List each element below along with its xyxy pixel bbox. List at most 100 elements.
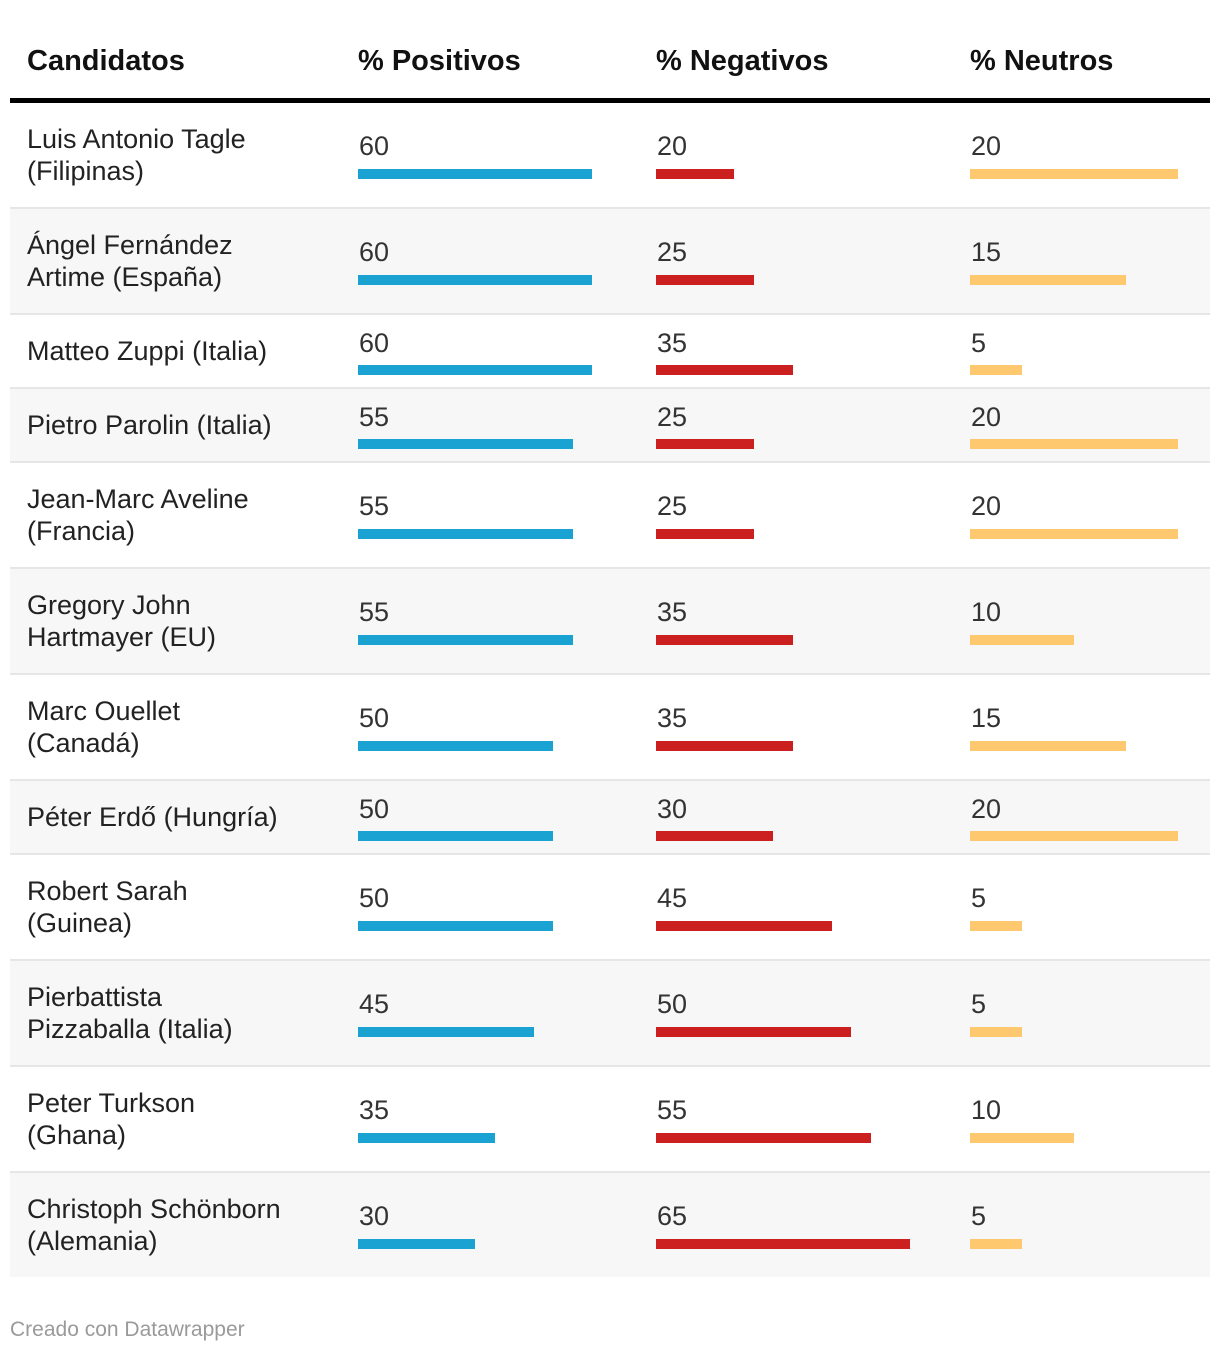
negativos-value: 55: [657, 1095, 688, 1125]
positivos-value: 55: [359, 491, 390, 521]
negativos-value: 35: [657, 703, 688, 733]
table-row: Luis Antonio Tagle (Filipinas) 60 20 20: [10, 103, 1210, 209]
table-row: Pietro Parolin (Italia) 55 25 20: [10, 389, 1210, 463]
negativos-value: 45: [657, 883, 688, 913]
candidate-name: Pierbattista Pizzaballa (Italia): [27, 981, 347, 1045]
negativos-value: 50: [657, 989, 688, 1019]
candidate-name: Gregory John Hartmayer (EU): [27, 589, 347, 653]
positivos-value: 55: [359, 597, 390, 627]
table-row: Christoph Schönborn (Alemania) 30 65 5: [10, 1173, 1210, 1277]
negativos-bar: [656, 741, 793, 751]
positivos-bar: [358, 529, 573, 539]
positivos-bar: [358, 169, 592, 179]
negativos-bar: [656, 275, 754, 285]
neutros-bar: [970, 1133, 1074, 1143]
negativos-bar: [656, 831, 773, 841]
negativos-bar: [656, 1133, 871, 1143]
candidate-name-line: (Canadá): [27, 728, 140, 758]
negativos-bar: [656, 529, 754, 539]
candidate-name-line: Péter Erdő (Hungría): [27, 802, 278, 832]
positivos-value: 50: [359, 883, 390, 913]
candidate-name: Luis Antonio Tagle (Filipinas): [27, 123, 347, 187]
positivos-bar: [358, 275, 592, 285]
negativos-bar: [656, 439, 754, 449]
positivos-value: 50: [359, 794, 390, 824]
negativos-value: 35: [657, 328, 688, 358]
candidate-name-line: Artime (España): [27, 262, 223, 292]
candidate-name-line: Robert Sarah: [27, 876, 188, 906]
candidate-name-line: Pierbattista: [27, 982, 163, 1012]
positivos-bar: [358, 921, 553, 931]
neutros-value: 10: [971, 597, 1002, 627]
neutros-value: 15: [971, 237, 1002, 267]
candidate-name-line: Christoph Schönborn: [27, 1194, 281, 1224]
negativos-value: 25: [657, 491, 688, 521]
neutros-value: 20: [971, 402, 1002, 432]
positivos-value: 45: [359, 989, 390, 1019]
positivos-bar: [358, 831, 553, 841]
credit-footer[interactable]: Creado con Datawrapper: [10, 1318, 245, 1341]
neutros-value: 5: [971, 989, 987, 1019]
candidate-name-line: Pizzaballa (Italia): [27, 1014, 233, 1044]
candidate-name: Robert Sarah (Guinea): [27, 875, 347, 939]
candidate-name-line: (Francia): [27, 516, 136, 546]
positivos-value: 50: [359, 703, 390, 733]
negativos-bar: [656, 921, 832, 931]
table-row: Gregory John Hartmayer (EU) 55 35 10: [10, 569, 1210, 675]
neutros-value: 20: [971, 491, 1002, 521]
candidate-name-line: (Filipinas): [27, 156, 145, 186]
candidate-name-line: Luis Antonio Tagle: [27, 124, 246, 154]
candidate-name-line: Peter Turkson: [27, 1088, 196, 1118]
positivos-bar: [358, 1133, 495, 1143]
neutros-value: 20: [971, 794, 1002, 824]
positivos-value: 60: [359, 328, 390, 358]
candidate-name: Matteo Zuppi (Italia): [27, 335, 347, 367]
candidate-name: Péter Erdő (Hungría): [27, 801, 347, 833]
negativos-value: 25: [657, 402, 688, 432]
candidate-name-line: (Ghana): [27, 1120, 127, 1150]
negativos-bar: [656, 1239, 910, 1249]
neutros-bar: [970, 635, 1074, 645]
negativos-bar: [656, 635, 793, 645]
negativos-value: 30: [657, 794, 688, 824]
neutros-value: 5: [971, 883, 987, 913]
candidate-name-line: Marc Ouellet: [27, 696, 181, 726]
neutros-bar: [970, 741, 1126, 751]
header-positivos[interactable]: % Positivos: [358, 45, 521, 77]
header-neutros[interactable]: % Neutros: [970, 45, 1114, 77]
results-table: Candidatos % Positivos % Negativos % Neu…: [10, 0, 1210, 1277]
table-row: Marc Ouellet (Canadá) 50 35 15: [10, 675, 1210, 781]
table-row: Ángel Fernández Artime (España) 60 25 15: [10, 209, 1210, 315]
negativos-value: 25: [657, 237, 688, 267]
neutros-bar: [970, 1239, 1022, 1249]
positivos-bar: [358, 1027, 534, 1037]
neutros-value: 20: [971, 131, 1002, 161]
positivos-bar: [358, 741, 553, 751]
candidate-name: Christoph Schönborn (Alemania): [27, 1193, 347, 1257]
positivos-value: 35: [359, 1095, 390, 1125]
neutros-bar: [970, 365, 1022, 375]
candidate-name-line: Pietro Parolin (Italia): [27, 410, 272, 440]
negativos-bar: [656, 169, 734, 179]
neutros-bar: [970, 275, 1126, 285]
header-candidatos[interactable]: Candidatos: [27, 45, 185, 77]
negativos-bar: [656, 1027, 851, 1037]
neutros-value: 10: [971, 1095, 1002, 1125]
negativos-value: 35: [657, 597, 688, 627]
candidate-name-line: Matteo Zuppi (Italia): [27, 336, 268, 366]
candidate-name: Marc Ouellet (Canadá): [27, 695, 347, 759]
neutros-bar: [970, 1027, 1022, 1037]
header-negativos[interactable]: % Negativos: [656, 45, 829, 77]
positivos-value: 30: [359, 1201, 390, 1231]
table-row: Péter Erdő (Hungría) 50 30 20: [10, 781, 1210, 855]
neutros-bar: [970, 169, 1178, 179]
table-row: Jean-Marc Aveline (Francia) 55 25 20: [10, 463, 1210, 569]
negativos-value: 20: [657, 131, 688, 161]
candidate-name: Pietro Parolin (Italia): [27, 409, 347, 441]
candidate-name-line: Jean-Marc Aveline: [27, 484, 249, 514]
table-row: Pierbattista Pizzaballa (Italia) 45 50 5: [10, 961, 1210, 1067]
neutros-value: 5: [971, 1201, 987, 1231]
candidate-name-line: Ángel Fernández: [27, 230, 233, 260]
positivos-bar: [358, 1239, 475, 1249]
neutros-value: 15: [971, 703, 1002, 733]
